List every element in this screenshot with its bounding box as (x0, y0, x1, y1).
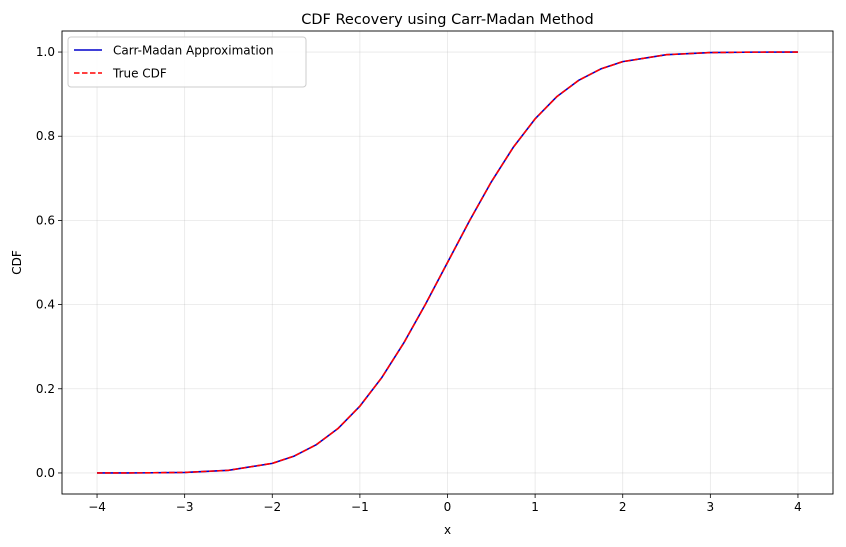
y-tick-label: 1.0 (36, 45, 55, 59)
legend-label-true-cdf: True CDF (112, 67, 167, 81)
legend: Carr-Madan Approximation True CDF (67, 36, 307, 88)
chart-title: CDF Recovery using Carr-Madan Method (301, 12, 594, 28)
legend-box (67, 36, 307, 88)
y-tick-label: 0.2 (36, 382, 55, 396)
x-tick-label: 3 (707, 500, 715, 514)
x-axis: −4 −3 −2 −1 0 1 2 3 4 (88, 494, 802, 514)
series-line-true-cdf (97, 51, 798, 474)
y-tick-label: 0.6 (36, 213, 55, 227)
y-axis-label: CDF (10, 250, 24, 275)
y-tick-label: 0.0 (36, 466, 55, 480)
x-tick-label: −2 (263, 500, 281, 514)
grid (62, 31, 833, 494)
x-tick-label: −1 (351, 500, 369, 514)
x-tick-label: 2 (619, 500, 627, 514)
x-tick-label: 4 (794, 500, 802, 514)
x-axis-label: x (444, 523, 451, 537)
x-tick-label: −3 (176, 500, 194, 514)
series-layer (97, 51, 798, 474)
x-tick-label: −4 (88, 500, 106, 514)
y-tick-label: 0.4 (36, 298, 55, 312)
x-tick-label: 1 (531, 500, 539, 514)
y-axis: 0.0 0.2 0.4 0.6 0.8 1.0 (36, 45, 62, 480)
y-tick-label: 0.8 (36, 129, 55, 143)
x-tick-label: 0 (444, 500, 452, 514)
legend-label-carr-madan: Carr-Madan Approximation (113, 44, 274, 58)
